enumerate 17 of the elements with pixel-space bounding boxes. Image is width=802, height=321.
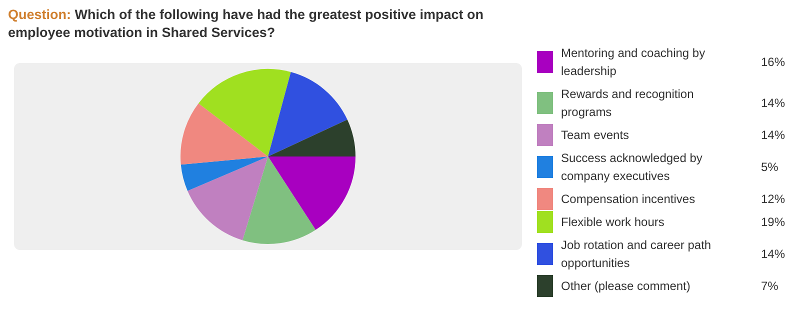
data-label: 14%: [761, 128, 786, 142]
data-label: 5%: [761, 160, 778, 174]
data-label: 14%: [761, 247, 786, 261]
legend-label: Other (please comment): [561, 278, 692, 295]
legend-label: Flexible work hours: [561, 214, 666, 231]
legend-label: Rewards and recognition programs: [561, 86, 695, 121]
data-label: 12%: [761, 192, 786, 206]
legend-label: Mentoring and coaching by leadership: [561, 45, 706, 80]
data-label: 7%: [761, 279, 778, 293]
legend-label: Compensation incentives: [561, 191, 696, 208]
data-label: 19%: [761, 215, 786, 229]
legend-label: Job rotation and career path opportunities: [561, 237, 712, 272]
chart-title: Question: Which of the following have had the greatest positive impact on employee motivation in Shared Services?: [8, 6, 485, 42]
legend-label: Team events: [561, 127, 630, 144]
data-label: 14%: [761, 96, 786, 110]
legend-label: Success acknowledged by company executives: [561, 150, 704, 185]
data-label: 16%: [761, 55, 786, 69]
